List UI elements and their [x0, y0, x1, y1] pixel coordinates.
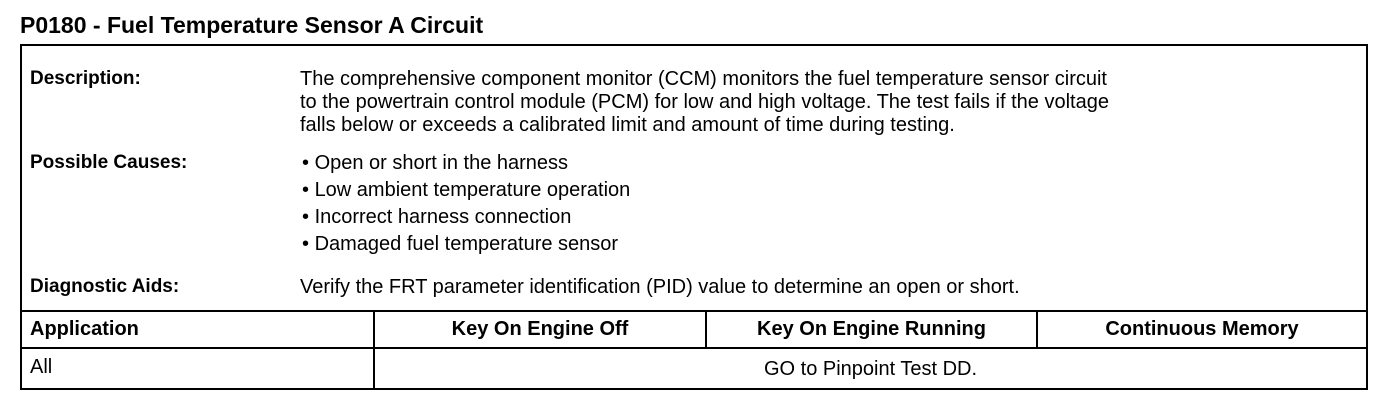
- dtc-table: Description: The comprehensive component…: [20, 44, 1368, 390]
- page-title: P0180 - Fuel Temperature Sensor A Circui…: [20, 12, 484, 38]
- description-line: to the powertrain control module (PCM) f…: [300, 91, 1109, 113]
- divider: [705, 310, 707, 347]
- diagnostic-aids-text: Verify the FRT parameter identification …: [300, 276, 1020, 298]
- pinpoint-test-action: GO to Pinpoint Test DD.: [763, 358, 978, 380]
- header-koer: Key On Engine Running: [757, 318, 986, 340]
- divider: [1036, 310, 1038, 347]
- cause-item: • Low ambient temperature operation: [302, 179, 631, 201]
- divider: [22, 347, 1366, 349]
- description-line: falls below or exceeds a calibrated limi…: [300, 114, 955, 136]
- diagnostic-aids-label: Diagnostic Aids:: [30, 276, 180, 297]
- divider: [22, 310, 1366, 312]
- header-continuous-memory: Continuous Memory: [1105, 318, 1299, 340]
- application-value: All: [30, 356, 53, 378]
- header-koeo: Key On Engine Off: [451, 318, 629, 340]
- description-label: Description:: [30, 68, 141, 89]
- possible-causes-label: Possible Causes:: [30, 152, 188, 173]
- description-line: The comprehensive component monitor (CCM…: [300, 68, 1107, 90]
- divider: [373, 310, 375, 388]
- cause-item: • Incorrect harness connection: [302, 206, 572, 228]
- cause-item: • Damaged fuel temperature sensor: [302, 233, 619, 255]
- cause-item: • Open or short in the harness: [302, 152, 569, 174]
- header-application: Application: [30, 318, 139, 340]
